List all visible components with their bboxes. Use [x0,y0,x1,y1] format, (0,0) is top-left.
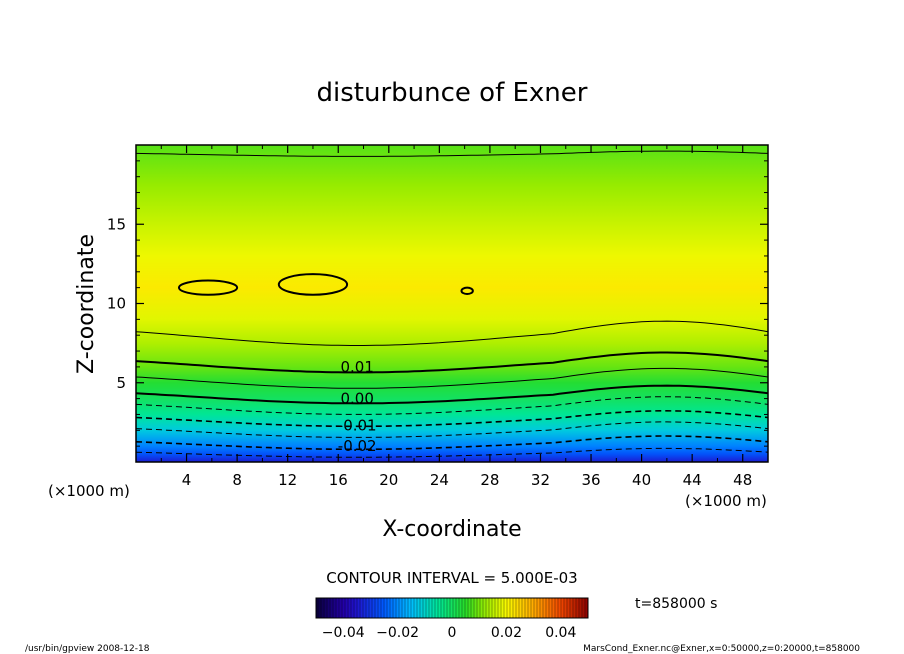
x-tick-label: 8 [232,471,242,489]
x-tick-label: 44 [683,471,702,489]
x-unit-left: (×1000 m) [48,482,130,500]
colorbar-tick-label: 0 [448,625,457,641]
footer-left: /usr/bin/gpview 2008-12-18 [25,644,150,654]
x-tick-label: 24 [430,471,449,489]
x-tick-label: 4 [182,471,192,489]
time-label: t=858000 s [635,596,717,612]
y-tick-label: 10 [107,295,126,313]
contour-label: -0.01 [338,417,377,435]
contour-island [277,273,349,296]
contour-island [460,286,474,295]
contour-line [136,447,768,458]
x-tick-label: 36 [581,471,600,489]
contour-line [136,410,768,428]
contour-line [136,435,768,451]
x-unit-right: (×1000 m) [685,492,767,510]
colorbar-tick-label: −0.02 [376,625,419,641]
contour-line [136,351,768,374]
colorbar: −0.04 −0.02 0 0.02 0.04 [315,597,589,641]
x-tick-label: 20 [379,471,398,489]
contour-line [136,396,768,415]
y-axis-label: Z-coordinate [74,234,99,374]
contour-line [136,320,768,346]
contour-interval-label: CONTOUR INTERVAL = 5.000E-03 [326,569,577,587]
y-axis-ticks: 5 10 15 [107,160,768,447]
contour-line [136,150,768,157]
y-tick-label: 5 [116,374,126,392]
x-tick-label: 40 [632,471,651,489]
footer-right: MarsCond_Exner.nc@Exner,x=0:50000,z=0:20… [583,644,860,654]
colorbar-tick-labels: −0.04 −0.02 0 0.02 0.04 [322,625,577,641]
chart-title: disturbunce of Exner [317,78,588,108]
x-axis-ticks: 4 8 12 16 20 24 28 32 36 40 44 48 [160,145,752,489]
contour-fill [136,145,768,462]
contour-lines [136,150,768,458]
contour-label: 0.01 [340,358,373,376]
contour-line [136,367,768,389]
x-axis-label: X-coordinate [382,517,521,542]
x-tick-label: 16 [329,471,348,489]
y-tick-label: 15 [107,215,126,233]
contour-line [136,421,768,438]
plot-area: 0.010.00-0.01-0.02 4 8 12 16 20 24 28 32 36 40 44 4… [107,144,769,489]
colorbar-stripes [317,598,586,618]
contour-island [177,279,239,296]
contour-line [136,384,768,405]
colorbar-tick-label: −0.04 [322,625,365,641]
contour-label: 0.00 [340,390,373,408]
x-tick-label: 28 [480,471,499,489]
x-tick-label: 32 [531,471,550,489]
contour-labels: 0.01 0.00 -0.01 -0.02 [338,358,377,455]
contour-label: -0.02 [338,437,377,455]
colorbar-tick-label: 0.04 [545,625,576,641]
colorbar-frame [315,597,589,619]
x-tick-label: 48 [733,471,752,489]
colorbar-tick-label: 0.02 [491,625,522,641]
x-tick-label: 12 [278,471,297,489]
